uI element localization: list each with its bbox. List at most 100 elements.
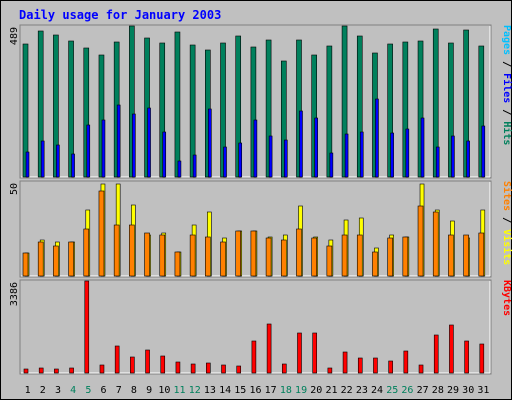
x-tick-label-30: 30	[462, 385, 474, 396]
bar-sites-day-18	[280, 239, 287, 277]
bar-kbytes-day-25	[388, 360, 393, 374]
legend-pages: Pages	[501, 25, 512, 55]
bar-sites-day-27	[417, 205, 424, 277]
bar-hits-day-25	[387, 43, 393, 178]
bar-sites-day-10	[159, 234, 166, 277]
x-tick-label-16: 16	[249, 385, 261, 396]
bar-sites-day-8	[129, 224, 135, 277]
bar-hits-day-1	[22, 43, 29, 178]
bar-hits-day-10	[159, 42, 166, 178]
bar-sites-day-6	[98, 190, 105, 277]
legend-separator: /	[501, 55, 512, 73]
x-tick-label-8: 8	[131, 385, 137, 396]
bar-kbytes-day-27	[418, 364, 424, 374]
bar-sites-day-5	[83, 228, 90, 277]
bar-files-day-5	[86, 124, 91, 178]
bar-files-day-25	[390, 132, 394, 178]
x-tick-label-17: 17	[265, 385, 277, 396]
bar-sites-day-17	[265, 237, 272, 277]
panel-legend: Sites / Visits	[501, 181, 512, 265]
bar-kbytes-day-11	[175, 361, 181, 374]
bar-files-day-17	[268, 135, 273, 178]
bar-kbytes-day-28	[433, 334, 439, 374]
x-tick-label-24: 24	[371, 385, 383, 396]
bar-files-day-18	[283, 139, 288, 178]
bar-files-day-11	[177, 160, 182, 178]
bar-kbytes-day-3	[54, 368, 59, 374]
x-tick-label-3: 3	[55, 385, 61, 396]
bar-files-day-9	[147, 107, 151, 178]
legend-hits: Hits	[501, 121, 512, 145]
bar-sites-day-9	[144, 232, 150, 277]
legend-visits: Visits	[501, 229, 512, 265]
x-tick-label-23: 23	[356, 385, 368, 396]
y-max-label: 50	[9, 183, 20, 195]
x-tick-label-21: 21	[325, 385, 337, 396]
bar-files-day-10	[162, 131, 167, 178]
bar-files-day-23	[359, 131, 364, 178]
bar-files-day-24	[375, 98, 379, 178]
bar-sites-day-28	[432, 211, 439, 277]
bar-files-day-13	[208, 108, 212, 178]
bar-sites-day-3	[53, 245, 59, 277]
bar-hits-day-3	[53, 34, 59, 178]
bar-hits-day-11	[174, 31, 181, 178]
bar-sites-day-16	[250, 230, 257, 277]
x-tick-label-31: 31	[477, 385, 489, 396]
bar-kbytes-day-9	[145, 349, 150, 374]
bar-sites-day-22	[341, 234, 348, 277]
bar-hits-day-14	[220, 42, 226, 178]
bar-kbytes-day-24	[373, 357, 378, 374]
bar-files-day-26	[405, 128, 410, 178]
bar-kbytes-day-26	[403, 350, 409, 374]
legend-files: Files	[501, 73, 512, 103]
x-tick-label-15: 15	[234, 385, 246, 396]
bar-hits-day-6	[98, 54, 105, 178]
x-tick-label-12: 12	[189, 385, 201, 396]
x-tick-label-28: 28	[432, 385, 444, 396]
bar-kbytes-day-10	[160, 355, 166, 374]
bar-sites-day-19	[296, 228, 302, 277]
bar-kbytes-day-16	[251, 340, 257, 374]
panel-frame	[19, 24, 492, 179]
bar-sites-day-14	[220, 241, 226, 277]
bar-files-day-8	[132, 113, 136, 178]
bar-files-day-31	[481, 125, 486, 178]
bar-files-day-30	[466, 140, 470, 178]
bar-kbytes-day-2	[38, 367, 44, 374]
panel-2: 50 Sites / Visits	[9, 180, 512, 278]
bar-sites-day-1	[22, 252, 29, 277]
bar-hits-day-19	[296, 39, 302, 178]
panel-1: 489 Pages / Files / Hits	[9, 24, 512, 179]
bar-kbytes-day-23	[357, 357, 363, 374]
bar-files-day-21	[329, 152, 334, 178]
bar-files-day-12	[192, 154, 197, 178]
x-tick-label-22: 22	[341, 385, 353, 396]
bar-hits-day-8	[129, 25, 135, 178]
bar-kbytes-day-6	[99, 364, 105, 374]
bar-hits-day-20	[311, 54, 317, 178]
bar-hits-day-2	[37, 30, 44, 178]
x-tick-label-9: 9	[146, 385, 152, 396]
bar-kbytes-day-22	[342, 351, 348, 374]
bar-hits-day-28	[432, 28, 439, 178]
x-tick-label-19: 19	[295, 385, 307, 396]
bar-files-day-2	[40, 140, 45, 178]
bar-sites-day-20	[311, 237, 317, 277]
panel-3: 3386 KBytes	[9, 279, 512, 375]
bar-hits-day-18	[280, 60, 287, 178]
bar-sites-day-30	[463, 234, 469, 277]
panel-legend: Pages / Files / Hits	[501, 25, 512, 145]
x-tick-label-13: 13	[204, 385, 216, 396]
bar-sites-day-23	[356, 234, 363, 277]
x-tick-label-4: 4	[70, 385, 76, 396]
x-tick-label-10: 10	[158, 385, 170, 396]
x-tick-label-20: 20	[310, 385, 322, 396]
y-max-label: 489	[9, 27, 20, 45]
bar-sites-day-26	[402, 236, 409, 277]
bar-hits-day-30	[463, 29, 469, 178]
x-tick-label-14: 14	[219, 385, 231, 396]
x-tick-label-25: 25	[386, 385, 398, 396]
chart-title: Daily usage for January 2003	[19, 8, 221, 22]
